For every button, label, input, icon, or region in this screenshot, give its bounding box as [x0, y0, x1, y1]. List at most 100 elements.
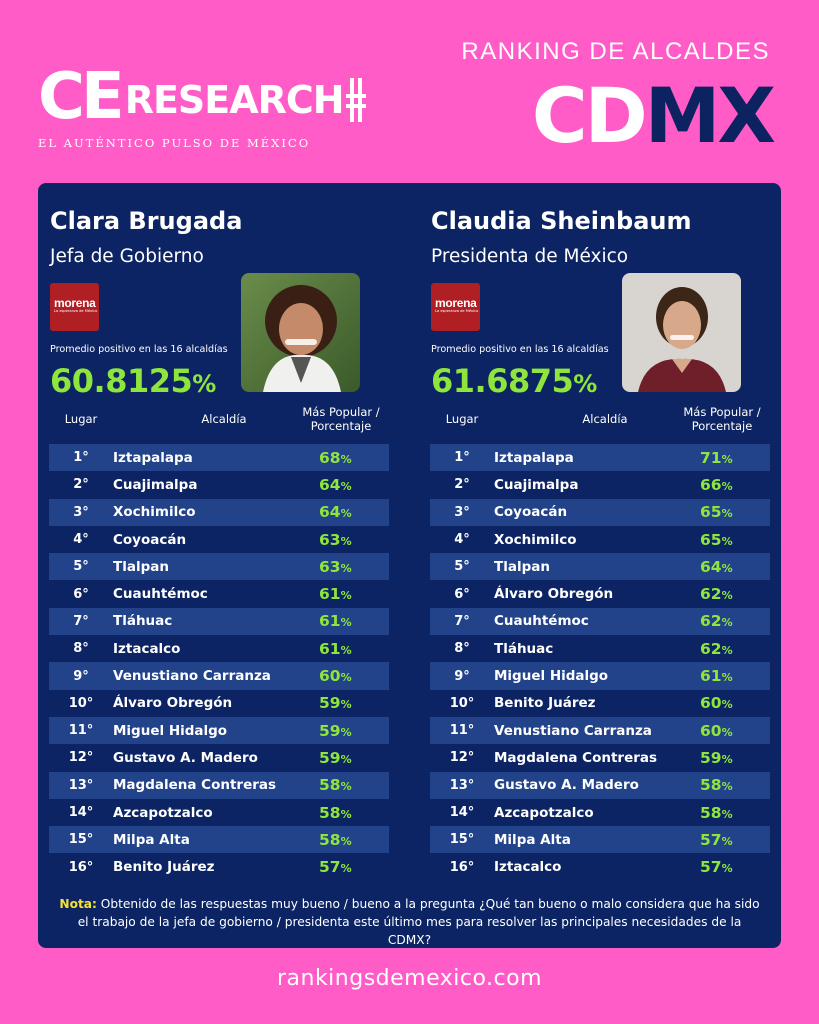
percentage-number: 58: [319, 776, 341, 795]
footnote: Nota: Obtenido de las respuestas muy bue…: [58, 895, 761, 949]
table-row: 14° Azcapotzalco 58%: [49, 798, 389, 827]
note-label: Nota:: [59, 897, 97, 911]
alcaldia-name: Venustiano Carranza: [494, 722, 652, 739]
alcaldia-name: Tláhuac: [113, 613, 173, 630]
table-row: 12° Magdalena Contreras 59%: [430, 744, 770, 772]
table-row: 10° Álvaro Obregón 59%: [49, 689, 389, 717]
percentage-value: 58%: [700, 804, 770, 822]
percentage-number: 62: [700, 639, 722, 658]
rank-position: 3°: [73, 504, 89, 520]
alcaldia-name: Xochimilco: [494, 531, 577, 548]
percentage-value: 60%: [700, 722, 770, 740]
rank-position: 7°: [454, 613, 470, 629]
rank-position: 15°: [449, 832, 475, 848]
percent-sign: %: [721, 752, 733, 766]
percentage-number: 64: [319, 503, 341, 522]
table-row: 11° Venustiano Carranza 60%: [430, 716, 770, 745]
percent-sign: %: [340, 534, 352, 548]
alcaldia-name: Xochimilco: [113, 504, 196, 521]
header-popular: Más Popular / Porcentaje: [302, 405, 380, 433]
table-row: 15° Milpa Alta 57%: [430, 826, 770, 854]
percentage-value: 62%: [700, 612, 770, 630]
percentage-value: 65%: [700, 503, 770, 521]
percentage-number: 61: [319, 585, 341, 604]
official-photo: [622, 273, 741, 392]
portrait-image: [622, 273, 741, 392]
percent-sign: %: [340, 452, 352, 466]
percent-sign: %: [340, 561, 352, 575]
percent-sign: %: [340, 725, 352, 739]
rank-position: 10°: [68, 695, 94, 711]
percentage-number: 58: [319, 830, 341, 849]
percent-sign: %: [721, 507, 733, 521]
rank-position: 6°: [73, 586, 89, 602]
morena-logo: morena La esperanza de México: [50, 283, 99, 331]
percentage-value: 61%: [319, 640, 389, 658]
table-row: 5° Tlalpan 63%: [49, 553, 389, 581]
ranking-title: RANKING DE ALCALDES: [461, 38, 770, 65]
percentage-number: 61: [319, 639, 341, 658]
alcaldia-name: Álvaro Obregón: [494, 586, 614, 603]
percent-sign: %: [573, 370, 597, 398]
rank-position: 2°: [73, 477, 89, 493]
average-label: Promedio positivo en las 16 alcaldías: [431, 344, 609, 355]
percent-sign: %: [340, 780, 352, 794]
percentage-number: 63: [319, 530, 341, 549]
percentage-number: 59: [319, 694, 341, 713]
alcaldia-name: Iztacalco: [113, 640, 181, 657]
percentage-value: 62%: [700, 585, 770, 603]
table-row: 5° Tlalpan 64%: [430, 553, 770, 581]
table-row: 4° Coyoacán 63%: [49, 525, 389, 554]
portrait-image: [241, 273, 360, 392]
table-row: 13° Gustavo A. Madero 58%: [430, 771, 770, 799]
percentage-number: 58: [700, 776, 722, 795]
alcaldia-name: Miguel Hidalgo: [494, 668, 609, 685]
table-row: 10° Benito Juárez 60%: [430, 689, 770, 717]
table-row: 2° Cuajimalpa 64%: [49, 471, 389, 499]
alcaldia-name: Venustiano Carranza: [113, 668, 271, 685]
percentage-number: 58: [700, 803, 722, 822]
website-link[interactable]: rankingsdemexico.com: [276, 966, 543, 991]
percent-sign: %: [721, 807, 733, 821]
alcaldia-name: Cuajimalpa: [113, 476, 198, 493]
ranking-panel: Clara Brugada Jefa de Gobierno morena La…: [38, 183, 781, 948]
average-number: 60.8125: [50, 362, 193, 400]
header-lugar: Lugar: [445, 412, 479, 426]
cdmx-title: CDMX: [532, 72, 776, 160]
table-row: 13° Magdalena Contreras 58%: [49, 771, 389, 799]
percentage-number: 64: [319, 475, 341, 494]
party-slogan: La esperanza de México: [54, 309, 98, 313]
percent-sign: %: [340, 862, 352, 876]
percentage-number: 62: [700, 612, 722, 631]
tagline: EL AUTÉNTICO PULSO DE MÉXICO: [38, 136, 311, 150]
header-alcaldia: Alcaldía: [201, 412, 247, 426]
percentage-value: 59%: [700, 749, 770, 767]
header-lugar: Lugar: [64, 412, 98, 426]
table-row: 2° Cuajimalpa 66%: [430, 471, 770, 499]
percent-sign: %: [340, 507, 352, 521]
header-popular: Más Popular / Porcentaje: [683, 405, 761, 433]
table-row: 1° Iztapalapa 68%: [49, 444, 389, 472]
table-row: 3° Coyoacán 65%: [430, 498, 770, 526]
percentage-value: 62%: [700, 640, 770, 658]
rank-position: 8°: [73, 641, 89, 657]
rank-position: 9°: [73, 668, 89, 684]
percent-sign: %: [721, 834, 733, 848]
average-label: Promedio positivo en las 16 alcaldías: [50, 344, 228, 355]
percent-sign: %: [721, 534, 733, 548]
percentage-number: 60: [700, 694, 722, 713]
logo-research: RESEARCH: [124, 78, 345, 122]
percent-sign: %: [192, 370, 216, 398]
table-row: 3° Xochimilco 64%: [49, 498, 389, 526]
rank-position: 1°: [73, 450, 89, 466]
morena-logo: morena La esperanza de México: [431, 283, 480, 331]
rank-position: 11°: [68, 723, 94, 739]
rank-position: 6°: [454, 586, 470, 602]
percentage-value: 71%: [700, 449, 770, 467]
table-row: 14° Azcapotzalco 58%: [430, 798, 770, 827]
alcaldia-name: Cuauhtémoc: [113, 586, 208, 603]
official-photo: [241, 273, 360, 392]
alcaldia-name: Iztapalapa: [494, 449, 574, 466]
percentage-value: 64%: [319, 503, 389, 521]
percent-sign: %: [340, 698, 352, 712]
